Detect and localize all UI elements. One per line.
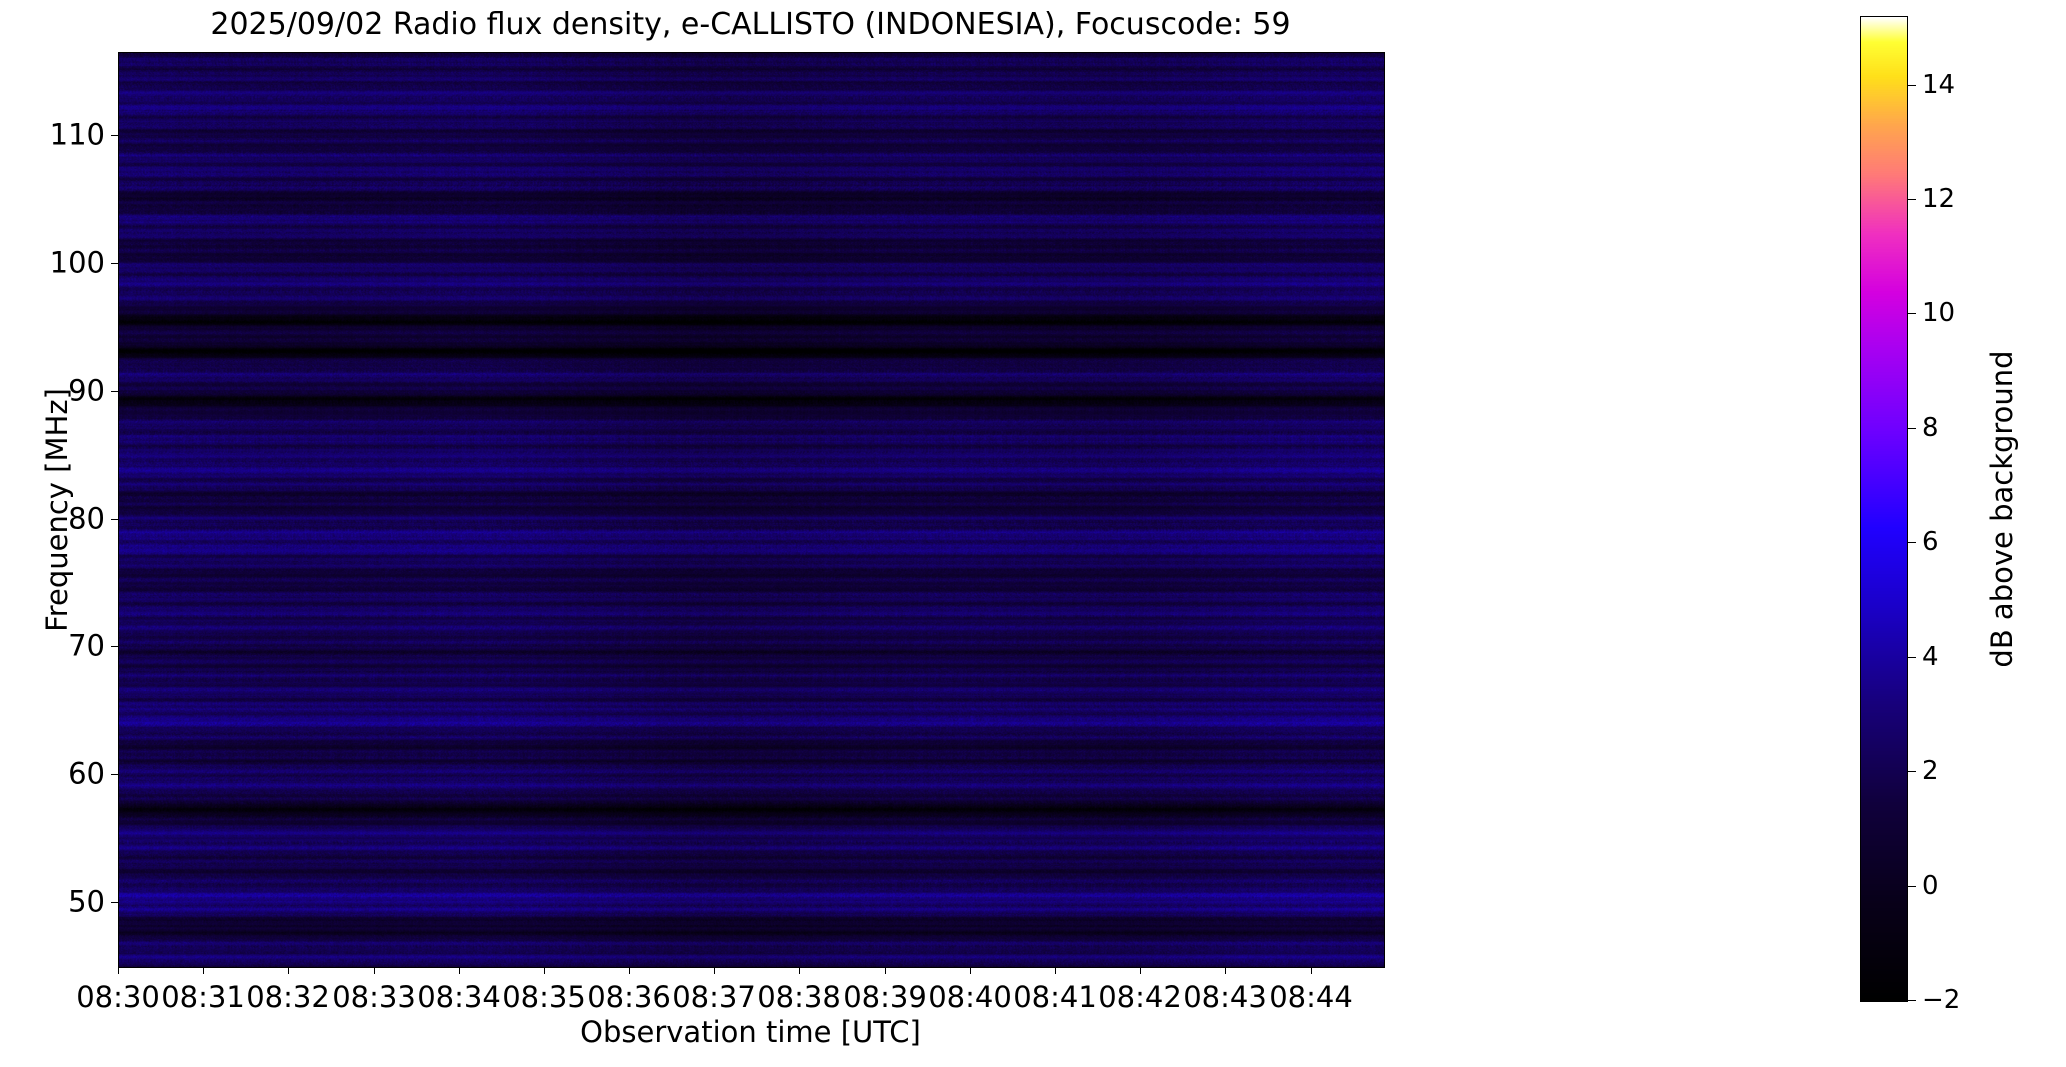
colorbar-tick-label: 2 (1922, 756, 1939, 786)
colorbar-label: dB above background (1985, 350, 2019, 668)
x-tick-label: 08:40 (928, 980, 1012, 1014)
x-tick-label: 08:32 (246, 980, 330, 1014)
colorbar-tick-label: −2 (1922, 985, 1961, 1015)
y-tick-mark (111, 774, 118, 775)
x-tick-label: 08:39 (843, 980, 927, 1014)
colorbar-tick-label: 6 (1922, 527, 1939, 557)
y-tick-mark (111, 519, 118, 520)
x-tick-mark (459, 967, 460, 974)
y-tick-label: 100 (49, 245, 105, 280)
colorbar-tick-label: 4 (1922, 642, 1939, 672)
colorbar-tick-label: 14 (1922, 70, 1956, 100)
x-tick-mark (799, 967, 800, 974)
x-tick-mark (629, 967, 630, 974)
y-tick-label: 90 (68, 373, 105, 408)
y-tick-label: 110 (49, 117, 105, 152)
spectrogram-plot[interactable] (118, 52, 1385, 968)
x-tick-label: 08:35 (502, 980, 586, 1014)
x-tick-mark (288, 967, 289, 974)
x-tick-mark (1225, 967, 1226, 974)
colorbar-tick-mark (1908, 1000, 1916, 1001)
x-tick-label: 08:44 (1269, 980, 1353, 1014)
x-tick-label: 08:36 (587, 980, 671, 1014)
x-tick-mark (1055, 967, 1056, 974)
colorbar-tick-label: 12 (1922, 184, 1956, 214)
x-tick-label: 08:34 (417, 980, 501, 1014)
y-tick-label: 50 (68, 884, 105, 919)
spectrogram-image (119, 53, 1384, 967)
x-tick-mark (203, 967, 204, 974)
x-tick-mark (118, 967, 119, 974)
x-tick-mark (970, 967, 971, 974)
y-axis-label: Frequency [MHz] (40, 388, 74, 632)
y-tick-mark (111, 391, 118, 392)
x-tick-label: 08:30 (76, 980, 160, 1014)
x-tick-label: 08:43 (1183, 980, 1267, 1014)
colorbar-tick-mark (1908, 657, 1916, 658)
y-tick-mark (111, 902, 118, 903)
x-tick-label: 08:41 (1013, 980, 1097, 1014)
x-tick-mark (544, 967, 545, 974)
y-tick-mark (111, 646, 118, 647)
colorbar-tick-label: 10 (1922, 298, 1956, 328)
x-axis-label: Observation time [UTC] (580, 1015, 921, 1049)
x-tick-label: 08:31 (161, 980, 245, 1014)
x-tick-mark (374, 967, 375, 974)
colorbar-tick-mark (1908, 199, 1916, 200)
colorbar-tick-mark (1908, 542, 1916, 543)
colorbar-tick-mark (1908, 85, 1916, 86)
x-tick-mark (885, 967, 886, 974)
colorbar[interactable] (1860, 16, 1908, 1002)
x-tick-label: 08:33 (332, 980, 416, 1014)
colorbar-tick-mark (1908, 771, 1916, 772)
y-tick-mark (111, 135, 118, 136)
x-tick-mark (1140, 967, 1141, 974)
colorbar-tick-mark (1908, 313, 1916, 314)
colorbar-tick-mark (1908, 886, 1916, 887)
colorbar-gradient (1861, 17, 1907, 1001)
x-tick-label: 08:42 (1098, 980, 1182, 1014)
x-tick-mark (1311, 967, 1312, 974)
x-tick-label: 08:37 (672, 980, 756, 1014)
colorbar-tick-mark (1908, 428, 1916, 429)
colorbar-tick-label: 8 (1922, 413, 1939, 443)
page-title: 2025/09/02 Radio flux density, e-CALLIST… (210, 7, 1291, 42)
colorbar-tick-label: 0 (1922, 871, 1939, 901)
y-tick-mark (111, 263, 118, 264)
y-tick-label: 60 (68, 756, 105, 791)
x-tick-mark (714, 967, 715, 974)
y-tick-label: 80 (68, 501, 105, 536)
x-tick-label: 08:38 (757, 980, 841, 1014)
y-tick-label: 70 (68, 628, 105, 663)
